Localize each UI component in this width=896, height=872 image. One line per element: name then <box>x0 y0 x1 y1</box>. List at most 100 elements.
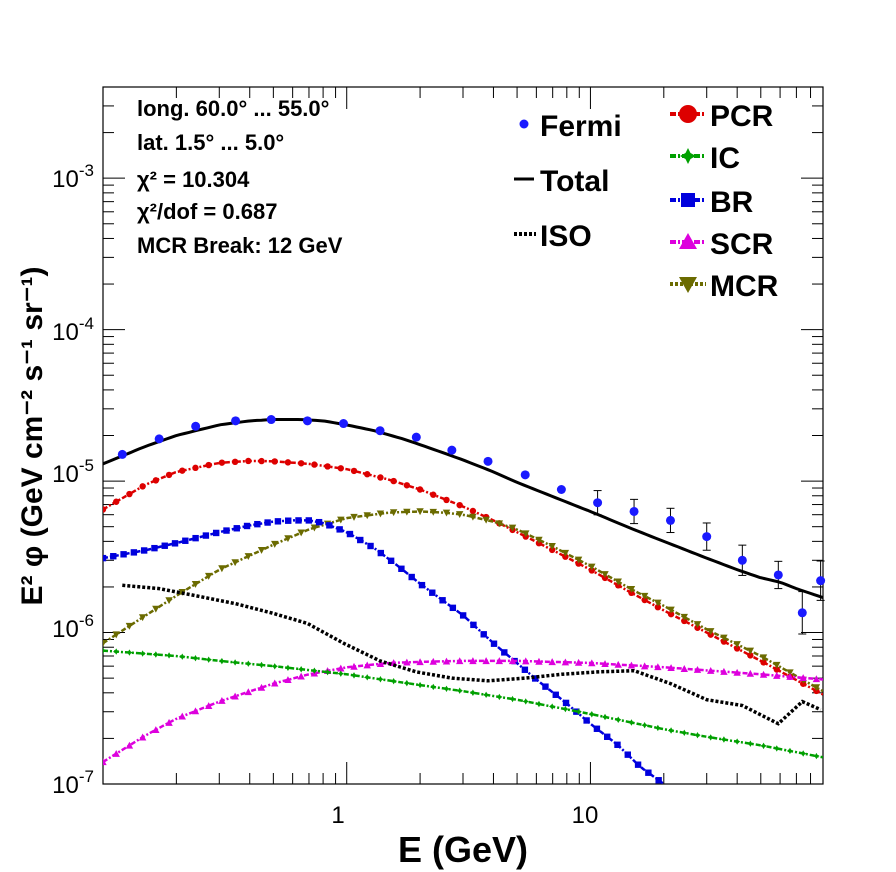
point-pcr <box>403 482 411 489</box>
point-scr <box>561 658 570 666</box>
y-tick-label-1e-4: 10-4 <box>52 314 94 346</box>
point-scr <box>442 657 451 665</box>
point-br <box>449 604 457 612</box>
point-br <box>418 581 426 589</box>
point-pcr <box>773 666 780 673</box>
fermi-point <box>302 416 312 426</box>
fermi-point <box>338 419 348 429</box>
point-scr <box>469 657 477 665</box>
point-scr <box>165 718 173 726</box>
point-mcr <box>548 543 556 550</box>
point-br <box>233 525 240 532</box>
point-mcr <box>103 640 107 647</box>
point-pcr <box>284 459 292 466</box>
point-scr <box>720 667 728 675</box>
point-mcr <box>376 510 385 518</box>
point-mcr <box>654 599 662 607</box>
point-scr <box>112 749 120 757</box>
legend-pcr-label: PCR <box>710 100 774 133</box>
point-br <box>604 733 611 740</box>
point-scr <box>574 658 583 666</box>
point-ic <box>720 736 728 743</box>
legend-item-mcr: MCR <box>670 270 779 303</box>
legend-ic-marker <box>680 148 696 164</box>
fermi-point <box>556 485 566 495</box>
point-ic <box>377 676 384 683</box>
point-br <box>408 573 415 581</box>
legend-right: PCR IC BR SCR MCR <box>670 100 779 303</box>
point-ic <box>443 685 450 693</box>
series-br <box>103 517 665 784</box>
point-ic <box>403 679 411 687</box>
point-pcr <box>139 483 146 490</box>
point-ic <box>416 681 424 689</box>
point-ic <box>205 656 212 663</box>
point-scr <box>178 712 186 720</box>
legend-left: Fermi Total ISO <box>514 110 622 253</box>
point-br <box>315 518 323 526</box>
point-mcr <box>733 641 741 649</box>
point-mcr <box>271 540 279 548</box>
point-scr <box>138 733 147 741</box>
point-mcr <box>746 647 755 655</box>
point-scr <box>733 668 741 676</box>
point-br <box>171 540 179 547</box>
point-ic <box>456 687 463 694</box>
point-ic <box>311 667 318 674</box>
point-ic <box>390 677 397 685</box>
point-br <box>212 529 220 537</box>
point-br <box>470 621 477 629</box>
y-axis-title: E² φ (GeV cm⁻² s⁻¹ sr⁻¹) <box>16 266 49 605</box>
series-layer <box>103 418 823 784</box>
point-ic <box>694 731 701 739</box>
point-mcr <box>204 572 213 580</box>
point-ic <box>535 700 543 708</box>
point-ic <box>615 716 622 723</box>
point-scr <box>204 702 213 710</box>
point-scr <box>482 657 490 665</box>
point-pcr <box>126 490 133 498</box>
point-mcr <box>429 508 437 516</box>
point-br <box>439 597 446 604</box>
point-ic <box>601 713 609 721</box>
point-br <box>243 522 251 530</box>
legend-scr-marker <box>679 233 697 249</box>
point-ic <box>509 695 516 703</box>
point-scr <box>786 673 794 680</box>
legend-item-scr: SCR <box>670 228 774 261</box>
point-mcr <box>627 586 636 593</box>
point-pcr <box>364 471 371 478</box>
series-ic <box>103 647 823 760</box>
point-scr <box>455 657 464 665</box>
point-pcr <box>297 460 305 467</box>
legend-mcr-label: MCR <box>710 270 779 303</box>
point-ic <box>192 654 199 662</box>
point-mcr <box>720 634 728 642</box>
point-br <box>552 691 559 698</box>
point-br <box>645 769 652 776</box>
point-pcr <box>390 477 397 485</box>
point-scr <box>759 670 768 678</box>
series-iso <box>122 583 822 726</box>
point-scr <box>337 664 345 672</box>
axis-ticks <box>102 86 824 785</box>
point-mcr <box>574 556 583 564</box>
point-scr <box>522 657 530 665</box>
legend-ic-label: IC <box>710 142 740 175</box>
point-br <box>398 565 405 572</box>
point-mcr <box>244 553 253 560</box>
point-ic <box>469 689 477 696</box>
point-mcr <box>812 684 821 692</box>
info-longitude: long. 60.0° ... 55.0° <box>137 96 329 121</box>
point-br <box>655 777 662 784</box>
point-pcr <box>456 501 463 509</box>
point-mcr <box>125 622 134 630</box>
legend-fermi-marker <box>519 119 529 129</box>
point-pcr <box>416 486 424 493</box>
point-pcr <box>271 458 278 465</box>
point-mcr <box>403 508 411 516</box>
point-mcr <box>601 571 609 578</box>
series-line-pcr <box>103 459 823 696</box>
point-br <box>634 761 642 768</box>
